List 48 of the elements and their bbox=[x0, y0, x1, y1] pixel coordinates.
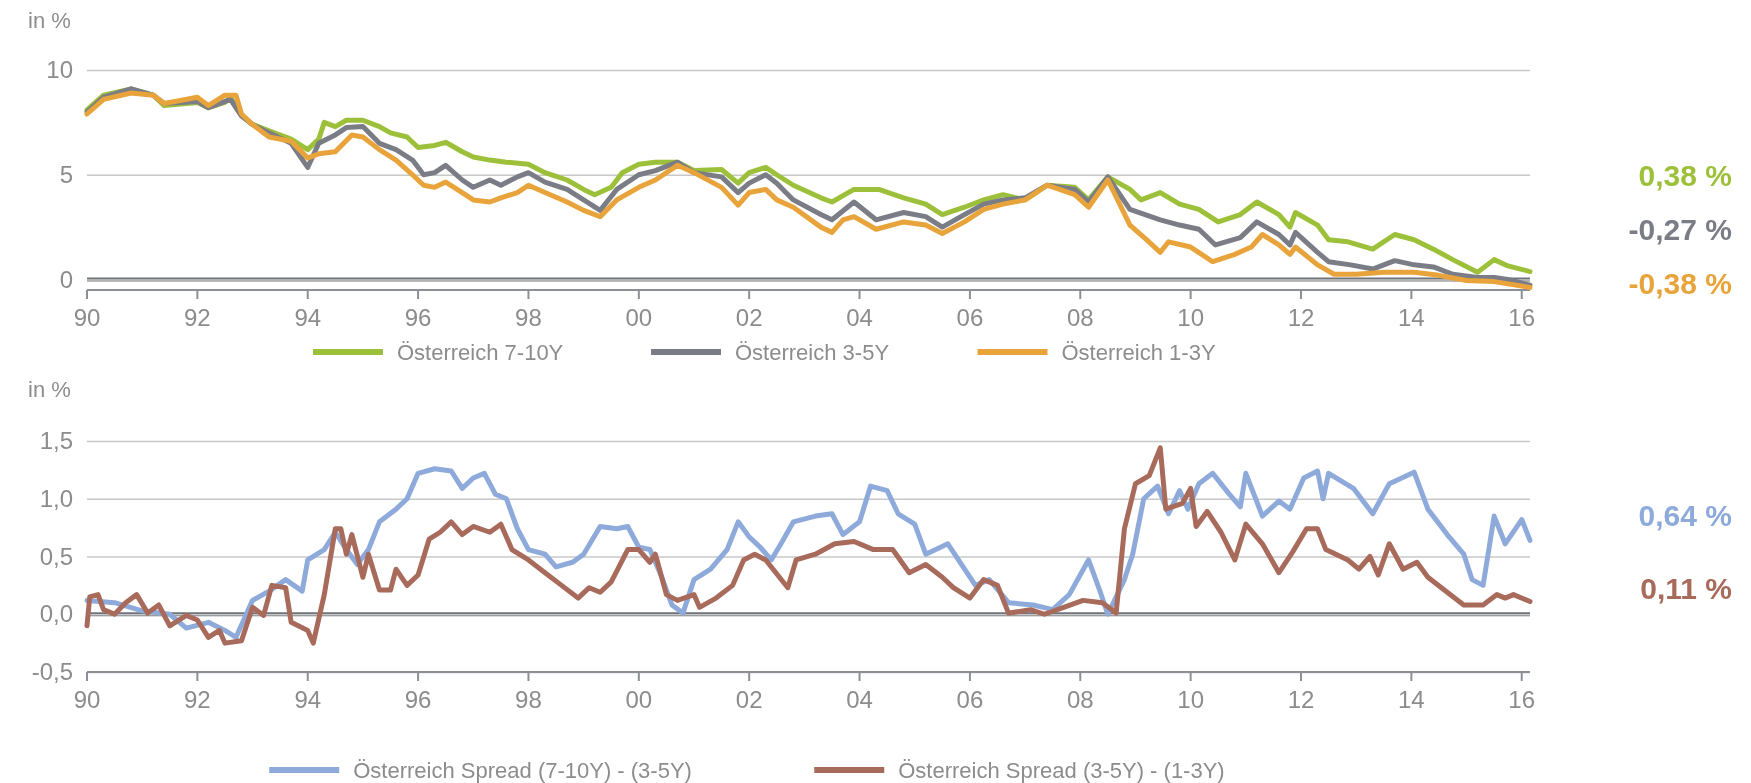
x-tick-label: 10 bbox=[1177, 304, 1204, 331]
x-tick-label: 02 bbox=[735, 304, 763, 331]
y-tick-label: 0 bbox=[59, 265, 73, 293]
x-tick-label: 96 bbox=[404, 686, 432, 713]
y-tick-label: -0,5 bbox=[31, 658, 73, 686]
y-axis-title: in % bbox=[28, 377, 71, 402]
x-tick-label: 04 bbox=[846, 304, 873, 331]
x-tick-label: 08 bbox=[1066, 304, 1094, 331]
text: 0,38 % bbox=[1638, 158, 1732, 192]
x-tick-label: 92 bbox=[184, 304, 211, 331]
x-tick-label: 14 bbox=[1398, 304, 1425, 331]
x-tick-label: 06 bbox=[956, 304, 984, 331]
x-tick-label: 02 bbox=[735, 686, 763, 713]
x-tick-label: 10 bbox=[1177, 686, 1204, 713]
x-tick-label: 92 bbox=[184, 686, 211, 713]
y-tick-label: 0,5 bbox=[39, 542, 73, 570]
x-tick-label: 90 bbox=[73, 304, 101, 331]
text: 0,64 % bbox=[1638, 498, 1732, 532]
y-axis-title: in % bbox=[28, 8, 71, 33]
x-tick-label: 94 bbox=[294, 686, 322, 713]
x-tick-label: 98 bbox=[515, 686, 542, 713]
x-tick-label: 08 bbox=[1066, 686, 1094, 713]
legend-label: Österreich 3-5Y bbox=[735, 339, 890, 365]
x-tick-label: 90 bbox=[73, 686, 101, 713]
text: -0,38 % bbox=[1628, 266, 1732, 300]
y-tick-label: 1,5 bbox=[39, 427, 73, 455]
x-tick-label: 16 bbox=[1508, 304, 1536, 331]
y-tick-label: 10 bbox=[46, 56, 73, 84]
x-tick-label: 06 bbox=[956, 686, 984, 713]
x-tick-label: 00 bbox=[625, 304, 653, 331]
x-tick-label: 16 bbox=[1508, 686, 1536, 713]
y-tick-label: 0,0 bbox=[39, 600, 73, 628]
x-tick-label: 12 bbox=[1287, 304, 1315, 331]
x-tick-label: 14 bbox=[1398, 686, 1425, 713]
y-tick-label: 1,0 bbox=[39, 484, 73, 512]
legend-label: Österreich Spread (7-10Y) - (3-5Y) bbox=[353, 757, 692, 783]
x-tick-label: 94 bbox=[294, 304, 322, 331]
x-tick-label: 98 bbox=[515, 304, 542, 331]
text: -0,27 % bbox=[1628, 212, 1732, 246]
y-tick-label: 5 bbox=[59, 160, 73, 188]
x-tick-label: 12 bbox=[1287, 686, 1315, 713]
text: 0,11 % bbox=[1640, 571, 1732, 605]
x-tick-label: 96 bbox=[404, 304, 432, 331]
legend-label: Österreich Spread (3-5Y) - (1-3Y) bbox=[898, 757, 1225, 783]
legend-label: Österreich 1-3Y bbox=[1061, 339, 1216, 365]
x-tick-label: 00 bbox=[625, 686, 653, 713]
legend-label: Österreich 7-10Y bbox=[397, 339, 564, 365]
x-tick-label: 04 bbox=[846, 686, 873, 713]
